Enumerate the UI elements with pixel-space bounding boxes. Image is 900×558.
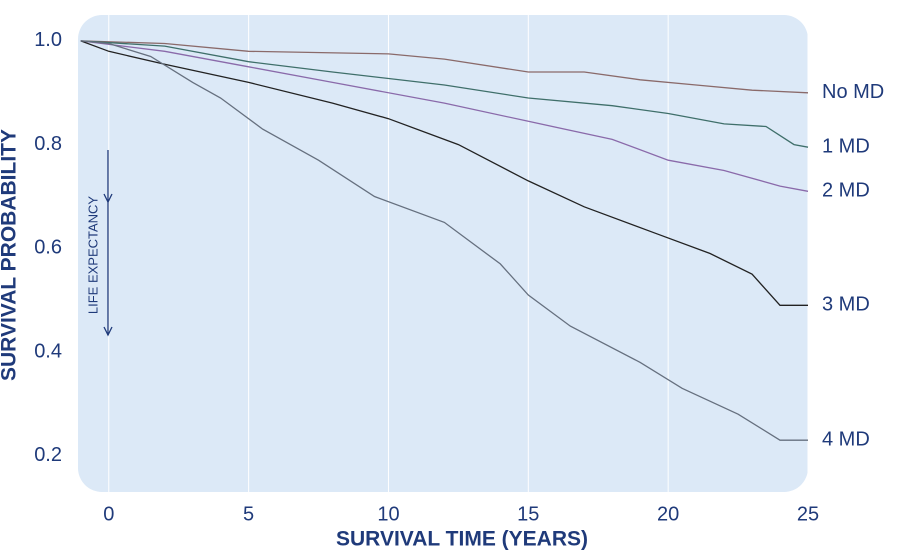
- x-axis-title: SURVIVAL TIME (YEARS): [336, 528, 588, 551]
- annotation: LIFE EXPECTANCY: [85, 196, 100, 315]
- lines: [80, 40, 809, 441]
- series-line: [80, 40, 809, 192]
- x-tick-label: 15: [517, 503, 539, 525]
- y-tick-label: 0.6: [34, 237, 62, 259]
- y-tick-label: 0.8: [34, 133, 62, 155]
- series-line: [80, 40, 808, 441]
- series-label: No MD: [822, 81, 884, 103]
- x-tick-label: 5: [243, 503, 254, 525]
- series-line: [80, 40, 808, 306]
- y-tick-label: 1.0: [34, 29, 62, 51]
- x-tick-label: 0: [103, 503, 114, 525]
- series-label: 3 MD: [822, 294, 870, 316]
- series-label: 2 MD: [822, 180, 870, 202]
- series-line: [80, 40, 809, 148]
- plot-area: [78, 15, 808, 492]
- x-tick-label: 25: [797, 503, 819, 525]
- grid: [108, 15, 809, 492]
- y-tick-label: 0.2: [34, 444, 62, 466]
- x-tick-label: 20: [657, 503, 679, 525]
- series-label: 1 MD: [822, 135, 870, 157]
- series-label: 4 MD: [822, 428, 870, 450]
- y-axis-title: SURVIVAL PROBABILITY: [0, 129, 21, 381]
- y-tick-label: 0.4: [34, 340, 62, 362]
- series-line: [80, 40, 809, 94]
- x-tick-label: 10: [377, 503, 399, 525]
- annotation-arrow: [103, 150, 113, 337]
